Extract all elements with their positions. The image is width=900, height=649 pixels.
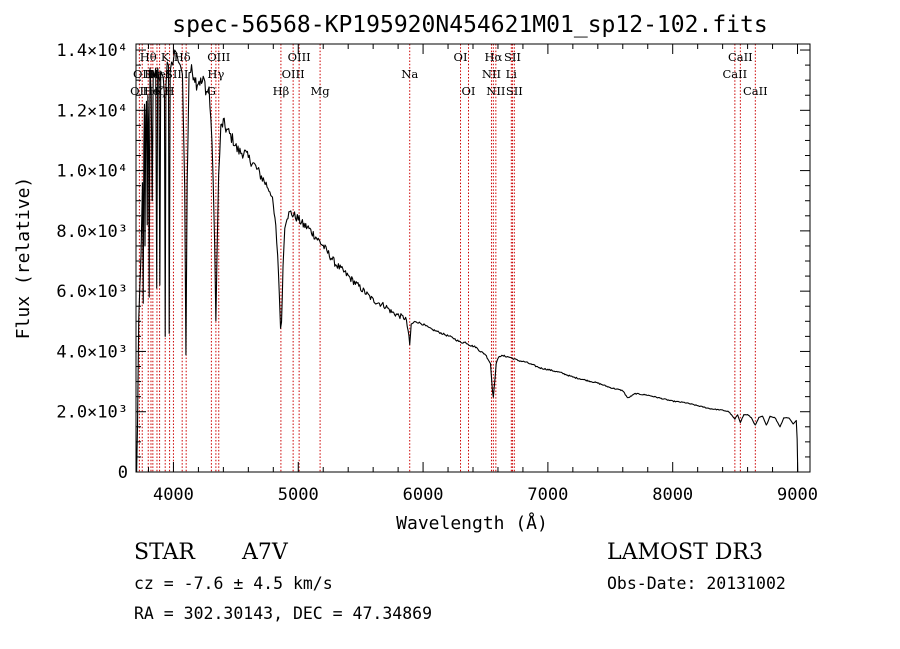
survey-name: LAMOST DR3 xyxy=(607,540,763,565)
spectrum-series-line xyxy=(136,49,799,473)
spectral-line-label-13: Hγ xyxy=(207,67,224,81)
object-type: STAR xyxy=(134,540,195,565)
y-tick-label-2: 4.0×10³ xyxy=(56,342,128,362)
spectral-line-label-27: SII xyxy=(506,84,523,98)
spectral-line-label-7: K xyxy=(161,50,170,64)
spectral-line-label-23: Hα xyxy=(484,50,502,64)
spectral-line-label-0: OII xyxy=(130,84,149,98)
spectral-line-label-15: Hβ xyxy=(273,84,290,98)
spectral-line-label-9: SII xyxy=(165,67,182,81)
x-tick-label-0: 4000 xyxy=(153,485,194,505)
x-tick-label-1: 5000 xyxy=(278,485,319,505)
x-tick-label-3: 7000 xyxy=(527,485,568,505)
spectral-class: A7V xyxy=(242,540,288,565)
y-tick-label-0: 0 xyxy=(118,463,128,483)
spectral-line-label-11: I xyxy=(184,67,189,81)
y-axis-ticks: 0 2.0×10³ 4.0×10³ 6.0×10³ 8.0×10³ 1.0×10⁴ 1.2×… xyxy=(56,41,810,483)
spectral-line-label-21: OI xyxy=(462,84,476,98)
spectral-line-label-25: Li xyxy=(506,67,518,81)
spectral-line-label-29: CaII xyxy=(728,50,753,64)
redshift-velocity: cz = -7.6 ± 4.5 km/s xyxy=(134,574,333,593)
spectral-line-label-24: NII xyxy=(486,84,505,98)
spectral-line-label-12: G xyxy=(207,84,216,98)
spectral-line-label-28: CaII xyxy=(722,67,747,81)
spectral-line-label-16: OIII xyxy=(282,67,305,81)
coordinates: RA = 302.30143, DEC = 47.34869 xyxy=(134,604,433,623)
y-tick-label-7: 1.4×10⁴ xyxy=(56,41,128,61)
spectral-line-labels: OIIOIIHθHeHηHζHeIKHSIIHδIGHγOIIIHβOIIIOI… xyxy=(130,50,768,98)
y-axis-label: Flux (relative) xyxy=(13,177,34,340)
x-axis-ticks: 4000 5000 6000 7000 8000 9000 xyxy=(147,44,818,505)
spectral-line-label-26: SII xyxy=(504,50,521,64)
x-axis-label: Wavelength (Å) xyxy=(396,512,548,534)
y-tick-label-1: 2.0×10³ xyxy=(56,403,128,423)
spectral-line-label-19: Na xyxy=(401,67,418,81)
spectral-line-label-20: OI xyxy=(454,50,468,64)
y-tick-label-3: 6.0×10³ xyxy=(56,282,128,302)
observation-date: Obs-Date: 20131002 xyxy=(607,574,786,593)
spectral-line-label-1: OII xyxy=(133,67,152,81)
spectral-line-label-22: NII xyxy=(482,67,501,81)
spectral-line-markers xyxy=(138,44,756,472)
y-tick-label-6: 1.2×10⁴ xyxy=(56,101,128,121)
spectral-line-label-17: OIII xyxy=(288,50,311,64)
plot-frame xyxy=(135,43,811,473)
spectral-line-label-14: OIII xyxy=(207,50,230,64)
spectral-line-label-2: Hθ xyxy=(140,50,157,64)
x-tick-label-2: 6000 xyxy=(403,485,444,505)
spectral-line-label-30: CaII xyxy=(743,84,768,98)
x-tick-label-4: 8000 xyxy=(652,485,693,505)
chart-title: spec-56568-KP195920N454621M01_sp12-102.f… xyxy=(172,12,767,38)
y-tick-label-5: 1.0×10⁴ xyxy=(56,162,128,182)
spectral-line-label-18: Mg xyxy=(311,84,331,98)
y-tick-label-4: 8.0×10³ xyxy=(56,222,128,242)
x-tick-label-5: 9000 xyxy=(777,485,818,505)
